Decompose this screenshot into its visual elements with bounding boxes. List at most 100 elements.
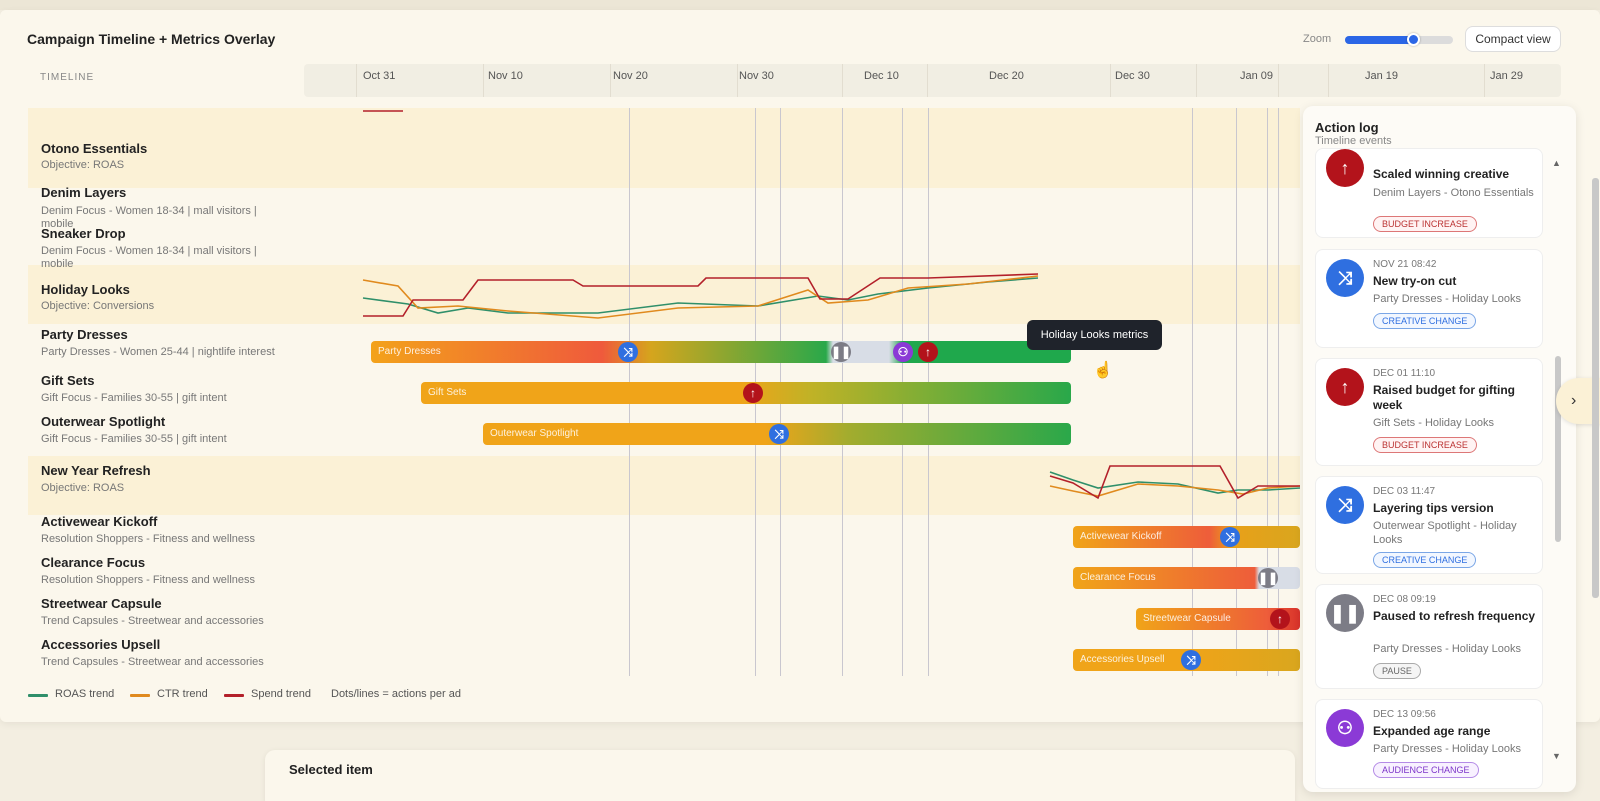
gantt-bar-activewear-kickoff[interactable]: Activewear Kickoff xyxy=(1073,526,1300,548)
row-subtitle: Trend Capsules - Streetwear and accessor… xyxy=(41,615,264,627)
action-card[interactable]: ↑ DEC 01 11:10 Raised budget for gifting… xyxy=(1315,358,1543,466)
arrow-up-icon[interactable]: ↑ xyxy=(918,342,938,362)
action-title: Layering tips version xyxy=(1373,501,1494,515)
row-name[interactable]: Denim Layers xyxy=(41,185,127,200)
row-name[interactable]: Streetwear Capsule xyxy=(41,596,162,611)
scroll-down-icon[interactable]: ▼ xyxy=(1552,751,1561,761)
ctr-trend-line xyxy=(362,275,1039,319)
row-name[interactable]: Outerwear Spotlight xyxy=(41,414,166,429)
axis-divider xyxy=(842,64,843,97)
roas-legend-swatch xyxy=(28,694,48,697)
axis-divider xyxy=(483,64,484,97)
row-subtitle: Objective: ROAS xyxy=(41,482,125,494)
row-subtitle: Trend Capsules - Streetwear and accessor… xyxy=(41,656,264,668)
row-name[interactable]: Activewear Kickoff xyxy=(41,514,158,529)
top-strip xyxy=(0,0,1600,10)
shuffle-icon[interactable]: ⤨ xyxy=(1220,527,1240,547)
action-tag: CREATIVE CHANGE xyxy=(1373,552,1477,568)
hand-cursor-icon: ☝ xyxy=(1093,362,1113,379)
axis-divider xyxy=(927,64,928,97)
spend-trend-line xyxy=(1049,465,1300,500)
row-name[interactable]: Otono Essentials xyxy=(41,141,148,156)
legend-ctr: CTR trend xyxy=(157,688,208,700)
selected-item-title: Selected item xyxy=(289,762,373,777)
zoom-slider[interactable] xyxy=(1345,33,1453,46)
selected-item-panel: Selected item xyxy=(265,750,1295,801)
action-tag: BUDGET INCREASE xyxy=(1373,437,1477,453)
action-time: DEC 08 09:19 xyxy=(1373,594,1436,605)
trend-overlay xyxy=(362,110,1300,500)
shuffle-icon[interactable]: ⤨ xyxy=(618,342,638,362)
zoom-slider-thumb[interactable] xyxy=(1407,33,1420,46)
action-card[interactable]: ⤨ NOV 21 08:42 New try-on cut Party Dres… xyxy=(1315,249,1543,348)
row-subtitle: Objective: Conversions xyxy=(41,300,155,312)
bar-label: Streetwear Capsule xyxy=(1143,613,1231,624)
action-subtitle: Gift Sets - Holiday Looks xyxy=(1373,417,1495,429)
arrow-up-icon: ↑ xyxy=(1326,368,1364,406)
date-axis xyxy=(304,64,1561,97)
axis-tick: Nov 10 xyxy=(488,70,523,82)
shuffle-icon[interactable]: ⤨ xyxy=(769,424,789,444)
action-line xyxy=(1278,108,1279,676)
action-card[interactable]: ↑ Scaled winning creative Denim Layers -… xyxy=(1315,148,1543,238)
zoom-label: Zoom xyxy=(1303,33,1332,45)
arrow-up-icon[interactable]: ↑ xyxy=(1270,609,1290,629)
row-band-otono xyxy=(28,108,1300,188)
pause-icon[interactable]: ❚❚ xyxy=(831,342,851,362)
action-line xyxy=(1267,108,1268,676)
action-card[interactable]: ❚❚ DEC 08 09:19 Paused to refresh freque… xyxy=(1315,584,1543,689)
row-name[interactable]: Clearance Focus xyxy=(41,555,146,570)
axis-divider xyxy=(1110,64,1111,97)
action-title: Raised budget for gifting week xyxy=(1373,383,1515,412)
row-name[interactable]: Sneaker Drop xyxy=(41,226,126,241)
arrow-up-icon: ↑ xyxy=(1326,149,1364,187)
pause-icon[interactable]: ❚❚ xyxy=(1258,568,1278,588)
row-name[interactable]: Gift Sets xyxy=(41,373,95,388)
axis-divider xyxy=(610,64,611,97)
bar-label: Accessories Upsell xyxy=(1080,654,1165,665)
action-tag: PAUSE xyxy=(1373,663,1421,679)
shuffle-icon[interactable]: ⤨ xyxy=(1181,650,1201,670)
arrow-up-icon[interactable]: ↑ xyxy=(743,383,763,403)
page-scrollbar[interactable] xyxy=(1592,178,1599,598)
action-log-scrollbar[interactable] xyxy=(1555,356,1561,542)
ctr-trend-line xyxy=(1049,483,1300,497)
audience-icon[interactable]: ⚇ xyxy=(893,342,913,362)
bar-label: Clearance Focus xyxy=(1080,572,1156,583)
action-tag: AUDIENCE CHANGE xyxy=(1373,762,1479,778)
axis-tick: Nov 20 xyxy=(613,70,648,82)
row-name[interactable]: New Year Refresh xyxy=(41,463,151,478)
row-name[interactable]: Accessories Upsell xyxy=(41,637,161,652)
spend-legend-swatch xyxy=(224,694,244,697)
action-card[interactable]: ⚇ DEC 13 09:56 Expanded age range Party … xyxy=(1315,699,1543,789)
bar-label: Gift Sets xyxy=(428,387,467,398)
shuffle-icon: ⤨ xyxy=(1326,486,1364,524)
metrics-tooltip: Holiday Looks metrics xyxy=(1027,320,1162,350)
action-log-subtitle: Timeline events xyxy=(1315,135,1392,147)
axis-tick: Dec 10 xyxy=(864,70,899,82)
row-name[interactable]: Holiday Looks xyxy=(41,282,130,297)
axis-divider xyxy=(1278,64,1279,97)
gantt-bar-streetwear-capsule[interactable]: Streetwear Capsule xyxy=(1136,608,1300,630)
action-subtitle: Party Dresses - Holiday Looks xyxy=(1373,743,1521,755)
gantt-bar-party-dresses[interactable]: Party Dresses xyxy=(371,341,1071,363)
axis-tick: Dec 20 xyxy=(989,70,1024,82)
gantt-bar-clearance-focus[interactable]: Clearance Focus xyxy=(1073,567,1300,589)
action-time: DEC 13 09:56 xyxy=(1373,709,1436,720)
action-tag: CREATIVE CHANGE xyxy=(1373,313,1477,329)
shuffle-icon: ⤨ xyxy=(1326,259,1364,297)
axis-divider xyxy=(1196,64,1197,97)
action-subtitle: Party Dresses - Holiday Looks xyxy=(1373,643,1521,655)
action-line xyxy=(1192,108,1193,676)
action-title: Scaled winning creative xyxy=(1373,167,1510,181)
row-name[interactable]: Party Dresses xyxy=(41,327,128,342)
action-card[interactable]: ⤨ DEC 03 11:47 Layering tips version Out… xyxy=(1315,476,1543,574)
row-subtitle: Denim Focus - Women 18-34 | mall visitor… xyxy=(41,245,257,270)
timeline-header-label: TIMELINE xyxy=(40,72,95,83)
compact-view-button[interactable]: Compact view xyxy=(1465,26,1561,52)
row-subtitle: Gift Focus - Families 30-55 | gift inten… xyxy=(41,392,227,404)
audience-icon: ⚇ xyxy=(1326,709,1364,747)
axis-tick: Oct 31 xyxy=(363,70,396,82)
scroll-up-icon[interactable]: ▲ xyxy=(1552,158,1561,168)
action-tag: BUDGET INCREASE xyxy=(1373,216,1477,232)
